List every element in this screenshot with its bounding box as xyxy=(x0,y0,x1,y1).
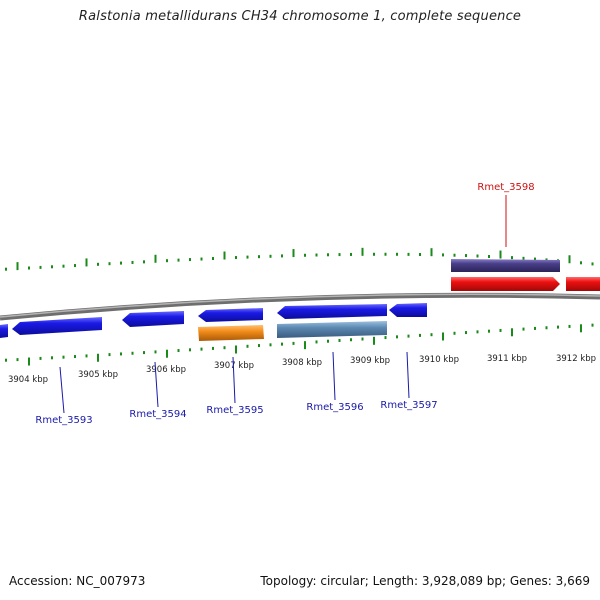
axis-tick-label: 3910 kbp xyxy=(419,355,459,365)
chromosome-backbone xyxy=(0,292,600,321)
axis-tick-label: 3905 kbp xyxy=(78,370,118,380)
gene-labels: Rmet_3593 Rmet_3594 Rmet_3595 Rmet_3596 Rmet… xyxy=(35,182,534,426)
gene-label-rmet-3598[interactable]: Rmet_3598 xyxy=(477,182,534,193)
gene-label-rmet-3597[interactable]: Rmet_3597 xyxy=(380,400,437,411)
axis-tick-label: 3909 kbp xyxy=(350,356,390,366)
upper-tick-track xyxy=(5,247,594,271)
gene-arrow-rmet-3595[interactable] xyxy=(198,308,263,322)
gene-arrow-rmet-3599[interactable] xyxy=(566,277,600,291)
axis-tick-label: 3908 kbp xyxy=(282,358,322,368)
gene-arrow-rmet-3592[interactable] xyxy=(0,324,8,338)
gene-arrow-rmet-3593[interactable] xyxy=(12,317,102,335)
gene-arrow-rmet-3596[interactable] xyxy=(277,304,387,319)
axis-labels: 3904 kbp 3905 kbp 3906 kbp 3907 kbp 3908 kbp… xyxy=(8,354,596,385)
gene-leader-line xyxy=(59,366,65,414)
gene-arrow-rmet-3594[interactable] xyxy=(122,311,184,327)
accession-text: Accession: NC_007973 xyxy=(9,574,146,588)
gene-leader-line xyxy=(406,351,410,399)
gene-label-rmet-3595[interactable]: Rmet_3595 xyxy=(206,405,263,416)
axis-tick-label: 3904 kbp xyxy=(8,375,48,385)
gene-label-rmet-3593[interactable]: Rmet_3593 xyxy=(35,415,92,426)
gene-arrow-rmet-3597[interactable] xyxy=(389,303,427,317)
axis-tick-label: 3911 kbp xyxy=(487,354,527,364)
lower-tick-track xyxy=(5,323,594,366)
gene-leader-line xyxy=(232,356,236,404)
gene-label-rmet-3596[interactable]: Rmet_3596 xyxy=(306,402,363,413)
cds-feature-purple[interactable] xyxy=(451,259,560,272)
axis-tick-label: 3907 kbp xyxy=(214,361,254,371)
gene-leader-line xyxy=(154,361,159,408)
map-title: Ralstonia metallidurans CH34 chromosome … xyxy=(78,9,522,24)
gene-label-rmet-3594[interactable]: Rmet_3594 xyxy=(129,409,186,420)
axis-tick-label: 3912 kbp xyxy=(556,354,596,364)
gene-leader-line xyxy=(332,351,336,401)
cds-feature-orange[interactable] xyxy=(198,325,264,341)
gene-arrow-rmet-3598[interactable] xyxy=(451,277,560,291)
axis-tick-label: 3906 kbp xyxy=(146,365,186,375)
cds-feature-steel[interactable] xyxy=(277,321,387,338)
genome-summary-text: Topology: circular; Length: 3,928,089 bp… xyxy=(260,574,590,588)
